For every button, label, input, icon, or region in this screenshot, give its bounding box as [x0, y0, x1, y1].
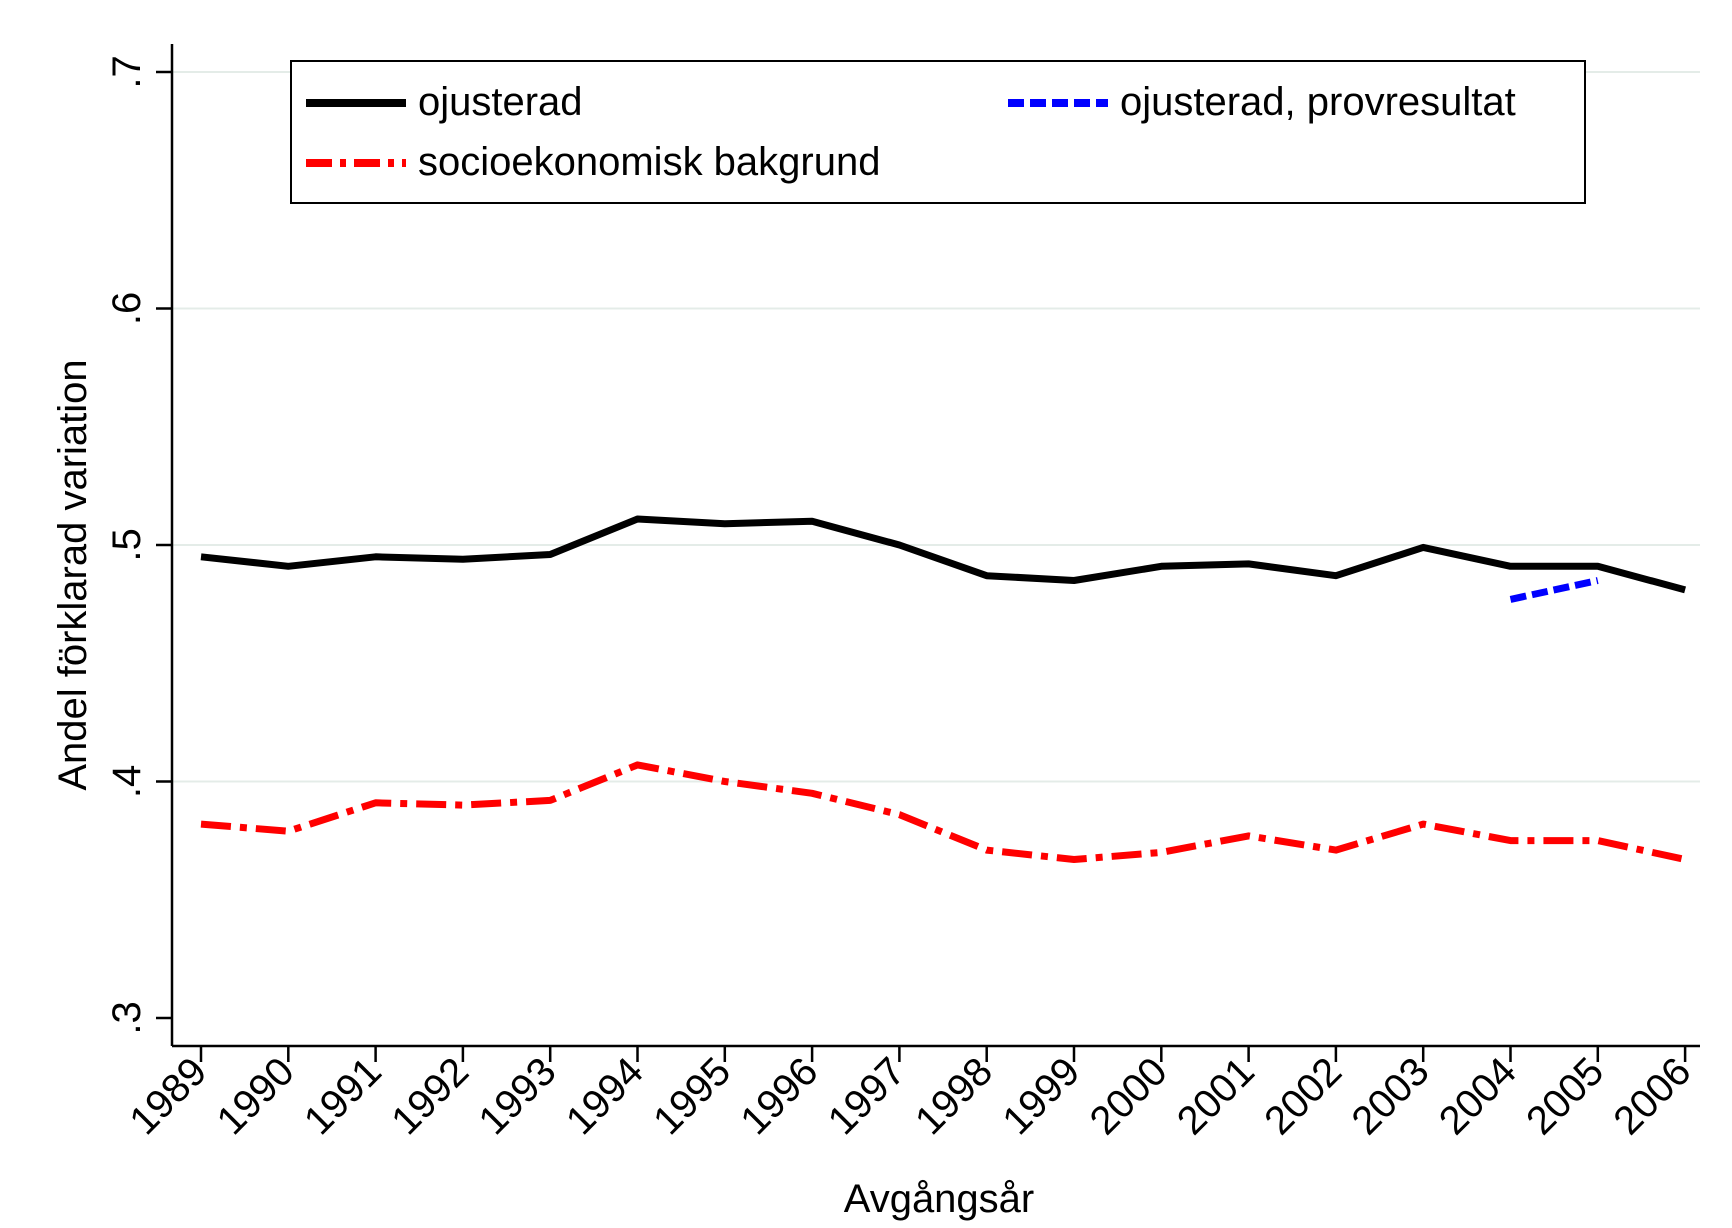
x-tick-label: 1997 [820, 1049, 914, 1143]
legend-swatch-dash-dot [306, 158, 406, 167]
series-line-1 [1509, 577, 1599, 603]
legend-label: ojusterad [418, 80, 583, 124]
legend-label: socioekonomisk bakgrund [418, 140, 881, 184]
x-tick-label: 2006 [1605, 1049, 1699, 1143]
x-tick-label: 1996 [732, 1049, 826, 1143]
y-tick-label: .4 [105, 765, 149, 798]
x-tick-label: 1998 [907, 1049, 1001, 1143]
y-tick-label: .3 [105, 1001, 149, 1034]
x-tick-label: 2000 [1082, 1049, 1176, 1143]
axes: .3.4.5.6.7198919901991199219931994199519… [105, 44, 1700, 1143]
x-tick-label: 1990 [209, 1049, 303, 1143]
x-tick-label: 2003 [1344, 1049, 1438, 1143]
y-tick-label: .7 [105, 55, 149, 88]
series-layer [200, 515, 1687, 863]
x-tick-label: 1999 [994, 1049, 1088, 1143]
y-tick-label: .6 [105, 292, 149, 325]
x-tick-label: 1991 [296, 1049, 390, 1143]
x-tick-label: 1995 [645, 1049, 739, 1143]
legend-item-ojusterad-provresultat: ojusterad, provresultat [1008, 80, 1516, 125]
legend: ojusterad ojusterad, provresultat socioe… [290, 60, 1586, 204]
x-tick-label: 2002 [1256, 1049, 1350, 1143]
x-axis-label: Avgångsår [844, 1177, 1035, 1221]
x-tick-label: 1993 [471, 1049, 565, 1143]
legend-swatch-solid [306, 98, 406, 107]
x-tick-label: 1989 [121, 1049, 215, 1143]
legend-item-socioekonomisk: socioekonomisk bakgrund [306, 140, 880, 185]
x-tick-label: 2001 [1169, 1049, 1263, 1143]
x-tick-label: 2004 [1431, 1049, 1525, 1143]
y-axis-label: Andel förklarad variation [51, 359, 95, 790]
legend-swatch-dashed [1008, 98, 1108, 107]
legend-item-ojusterad: ojusterad [306, 80, 583, 125]
series-line-0 [200, 515, 1687, 594]
legend-label: ojusterad, provresultat [1120, 80, 1516, 124]
y-tick-label: .5 [105, 528, 149, 561]
series-line-2 [200, 761, 1686, 863]
x-tick-label: 1992 [383, 1049, 477, 1143]
x-tick-label: 2005 [1518, 1049, 1612, 1143]
x-tick-label: 1994 [558, 1049, 652, 1143]
